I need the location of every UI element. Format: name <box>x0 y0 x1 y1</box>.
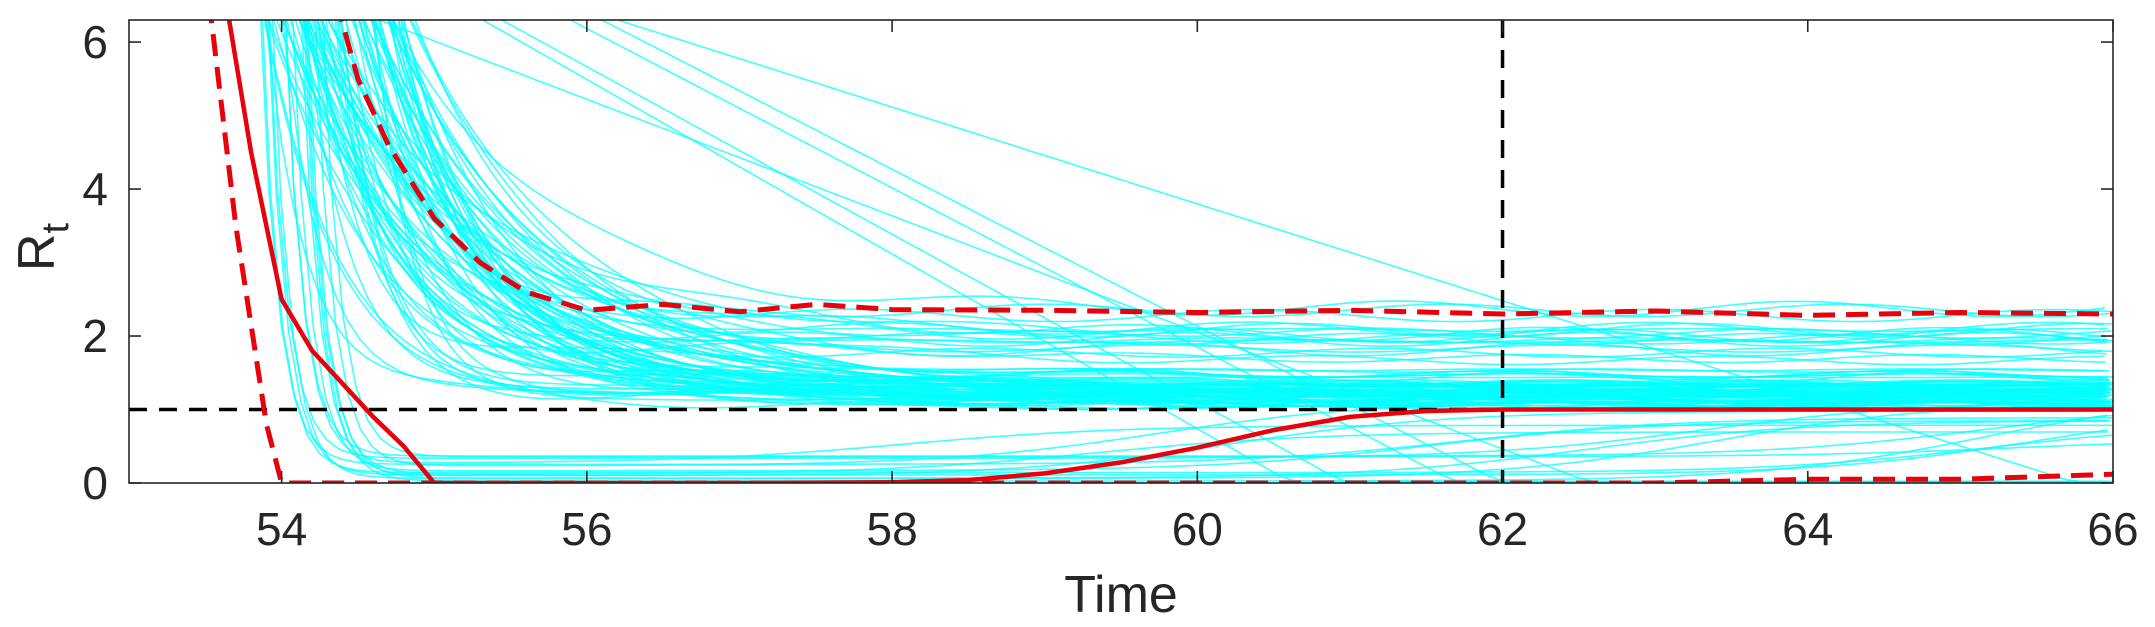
sample-trajectory <box>409 20 2107 400</box>
sample-trajectories <box>260 20 2113 483</box>
sample-trajectory <box>500 20 2108 483</box>
y-axis-label-subscript: t <box>35 223 77 234</box>
sample-trajectory <box>387 20 2111 409</box>
sample-trajectory <box>322 20 2113 458</box>
sample-trajectory <box>361 20 2113 338</box>
x-tick-label: 64 <box>1782 503 1833 555</box>
sample-trajectory <box>321 20 2112 397</box>
sample-trajectory <box>310 20 2112 407</box>
sample-trajectory <box>265 20 2113 395</box>
x-tick-label: 56 <box>561 503 612 555</box>
sample-trajectory <box>281 20 2103 404</box>
axis-ticks: 54 56 58 60 62 64 66 0 2 4 6 <box>82 16 2138 555</box>
y-axis-label: Rt <box>8 223 77 272</box>
sample-trajectory <box>316 20 2106 344</box>
sample-trajectory <box>363 20 2103 393</box>
sample-trajectory <box>303 20 2109 345</box>
sample-trajectory <box>267 20 2108 476</box>
x-tick-label: 62 <box>1477 503 1528 555</box>
sample-trajectory <box>379 20 2109 333</box>
sample-trajectory <box>260 20 2113 466</box>
axes-frame <box>128 19 2114 484</box>
sample-trajectory <box>304 20 2109 475</box>
sample-trajectory <box>340 20 2103 397</box>
y-tick-label: 6 <box>82 16 108 68</box>
lower-bound-line <box>208 20 2113 483</box>
sample-trajectory <box>615 20 2113 483</box>
x-tick-label: 60 <box>1172 503 1223 555</box>
y-axis-label-main: R <box>8 234 66 272</box>
x-axis-label: Time <box>1064 566 1178 624</box>
sample-trajectory <box>319 20 2112 340</box>
sample-trajectory <box>400 20 2108 348</box>
sample-trajectory <box>314 20 2106 467</box>
sample-trajectory <box>357 20 2105 346</box>
sample-trajectory <box>284 20 2113 464</box>
y-tick-label: 2 <box>82 310 108 362</box>
x-tick-label: 66 <box>2087 503 2138 555</box>
sample-trajectory <box>326 20 2113 343</box>
y-tick-label: 4 <box>82 163 108 215</box>
sample-trajectory <box>337 20 2109 344</box>
sample-trajectory <box>268 20 2109 460</box>
sample-trajectory <box>388 20 2104 366</box>
sample-trajectory <box>261 20 2113 474</box>
sample-trajectory <box>374 20 2110 372</box>
upper-bound-line <box>339 20 2113 318</box>
x-tick-label: 54 <box>256 503 307 555</box>
sample-trajectory <box>292 20 2109 472</box>
sample-trajectory <box>345 20 2104 379</box>
y-tick-label: 0 <box>82 457 108 509</box>
x-tick-label: 58 <box>866 503 917 555</box>
